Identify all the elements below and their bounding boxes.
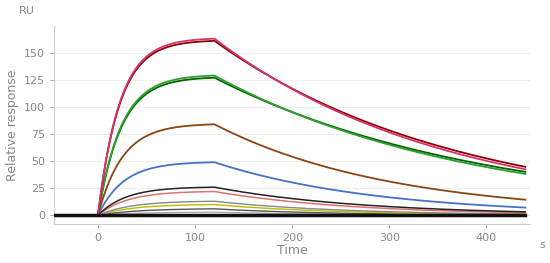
- Y-axis label: Relative response: Relative response: [6, 69, 19, 181]
- X-axis label: Time: Time: [277, 244, 307, 257]
- Text: RU: RU: [19, 6, 35, 16]
- Text: s: s: [540, 240, 546, 250]
